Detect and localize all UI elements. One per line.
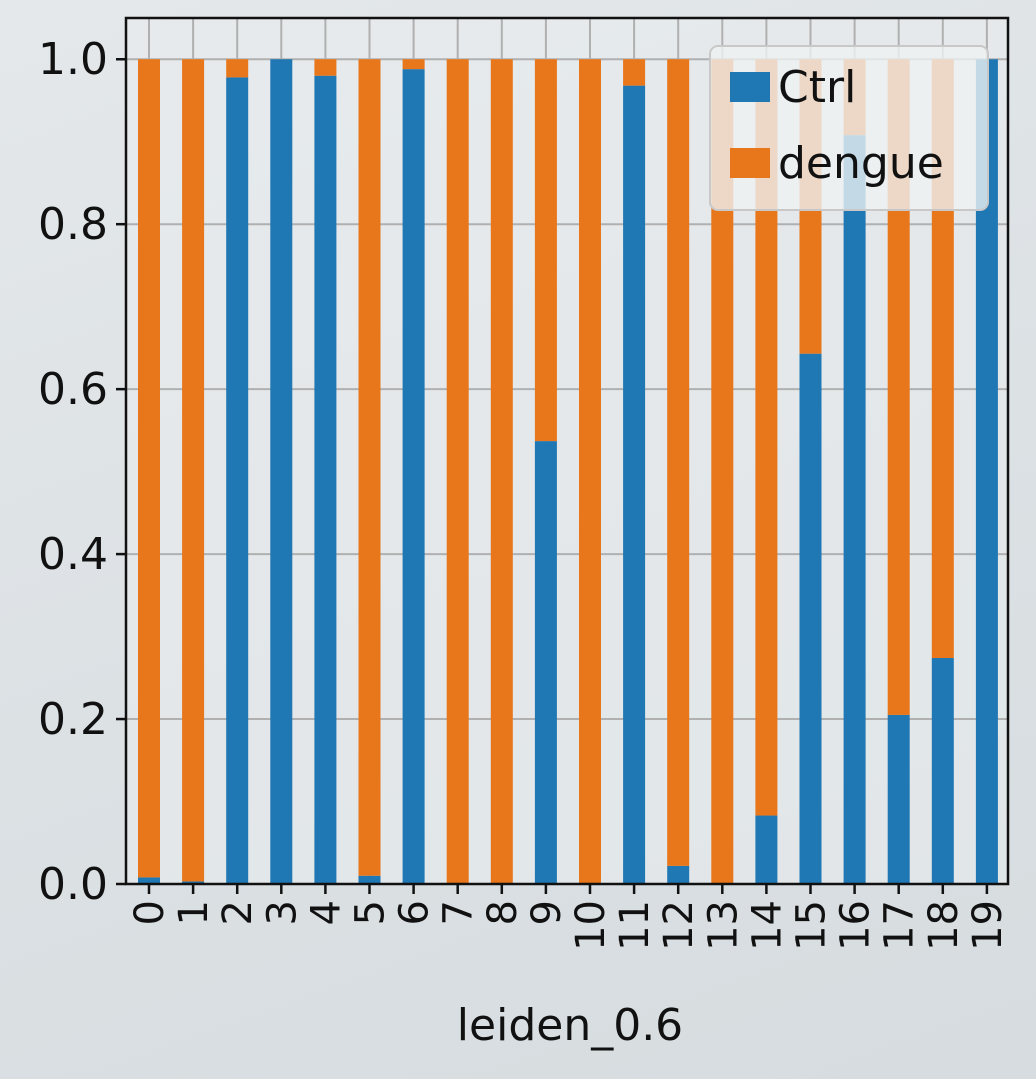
x-tick-label: 8 bbox=[480, 900, 526, 925]
bar-Ctrl-2 bbox=[226, 77, 249, 884]
bar-Ctrl-14 bbox=[755, 815, 778, 884]
bar-dengue-1 bbox=[182, 59, 205, 882]
bar-dengue-11 bbox=[623, 59, 646, 86]
bar-Ctrl-9 bbox=[534, 441, 557, 884]
legend-label-dengue: dengue bbox=[778, 138, 944, 189]
legend: Ctrl dengue bbox=[709, 45, 989, 211]
x-tick-label: 11 bbox=[612, 900, 658, 951]
bar-dengue-9 bbox=[534, 59, 557, 442]
x-tick-label: 12 bbox=[656, 900, 702, 951]
bar-Ctrl-17 bbox=[887, 714, 910, 884]
x-tick-label: 14 bbox=[744, 900, 790, 951]
bar-dengue-13 bbox=[711, 59, 734, 884]
bar-dengue-8 bbox=[490, 59, 513, 884]
bar-Ctrl-12 bbox=[667, 865, 690, 884]
x-tick-label: 6 bbox=[392, 900, 438, 925]
bar-Ctrl-16 bbox=[843, 135, 866, 884]
x-tick-label: 5 bbox=[348, 900, 394, 925]
x-tick-label: 4 bbox=[303, 900, 349, 925]
bar-Ctrl-0 bbox=[138, 877, 160, 884]
bar-dengue-4 bbox=[314, 59, 337, 76]
axes bbox=[124, 16, 1010, 886]
bar-Ctrl-4 bbox=[314, 75, 337, 884]
bar-Ctrl-15 bbox=[799, 353, 822, 884]
y-axis-ticks: 0.0 0.2 0.4 0.6 0.8 1.0 bbox=[38, 34, 126, 910]
bar-Ctrl-18 bbox=[931, 658, 954, 884]
bar-dengue-7 bbox=[446, 59, 469, 884]
bar-dengue-0 bbox=[138, 59, 160, 878]
bar-dengue-2 bbox=[226, 59, 249, 78]
axes-frame bbox=[124, 16, 1010, 886]
x-tick-label: 1 bbox=[171, 900, 217, 925]
bar-Ctrl-19 bbox=[975, 59, 998, 884]
x-tick-label: 13 bbox=[700, 900, 746, 951]
legend-label-Ctrl: Ctrl bbox=[778, 62, 856, 113]
y-tick-label: 0.4 bbox=[38, 529, 108, 580]
x-axis-label: leiden_0.6 bbox=[457, 1000, 683, 1051]
x-tick-label: 9 bbox=[524, 900, 570, 925]
x-tick-label: 3 bbox=[259, 900, 305, 925]
legend-swatch-Ctrl bbox=[730, 72, 770, 102]
y-tick-label: 0.0 bbox=[38, 859, 108, 910]
y-tick-label: 0.2 bbox=[38, 694, 108, 745]
bar-Ctrl-3 bbox=[270, 59, 293, 884]
x-tick-label: 2 bbox=[215, 900, 261, 925]
bar-dengue-10 bbox=[579, 59, 601, 884]
bar-Ctrl-5 bbox=[358, 875, 381, 884]
bar-dengue-14 bbox=[755, 59, 778, 816]
bar-dengue-17 bbox=[887, 59, 910, 715]
x-tick-label: 0 bbox=[127, 900, 173, 925]
x-tick-label: 7 bbox=[436, 900, 482, 925]
bar-dengue-12 bbox=[667, 59, 690, 866]
x-tick-label: 10 bbox=[568, 900, 614, 951]
y-tick-label: 0.6 bbox=[38, 364, 108, 415]
legend-box bbox=[709, 45, 989, 211]
x-tick-label: 15 bbox=[789, 900, 835, 951]
bar-dengue-5 bbox=[358, 59, 381, 876]
x-tick-label: 16 bbox=[833, 900, 879, 951]
y-tick-label: 1.0 bbox=[38, 34, 108, 85]
bar-dengue-6 bbox=[402, 59, 425, 70]
legend-swatch-dengue bbox=[730, 148, 770, 178]
y-tick-label: 0.8 bbox=[38, 199, 108, 250]
x-tick-label: 17 bbox=[877, 900, 923, 951]
bar-Ctrl-6 bbox=[402, 69, 425, 884]
bar-Ctrl-11 bbox=[623, 85, 646, 884]
x-tick-label: 19 bbox=[965, 900, 1011, 951]
x-tick-label: 18 bbox=[921, 900, 967, 951]
